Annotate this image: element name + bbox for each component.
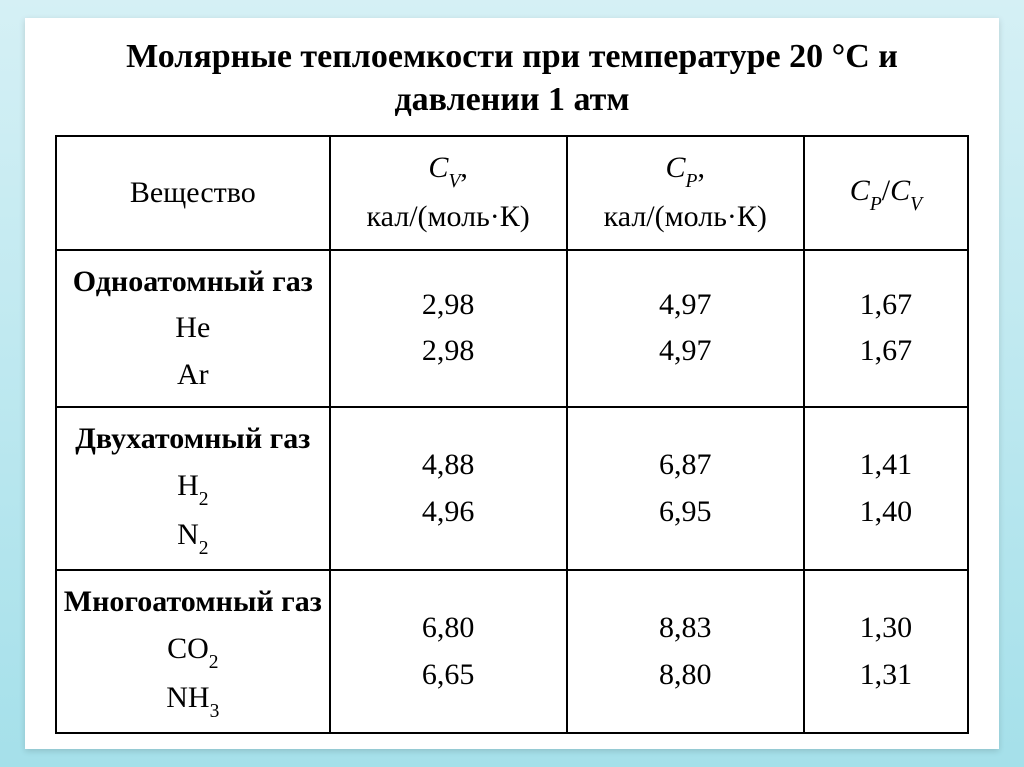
- cell-ratio: 1,41 1,40: [804, 407, 968, 570]
- heat-capacity-table: Вещество CV, кал/(моль·К) CP, кал/(моль·…: [55, 135, 969, 734]
- cell-cv: 4,88 4,96: [330, 407, 567, 570]
- table-header-row: Вещество CV, кал/(моль·К) CP, кал/(моль·…: [56, 136, 968, 250]
- cell-ratio: 1,30 1,31: [804, 570, 968, 733]
- cell-cv: 6,80 6,65: [330, 570, 567, 733]
- table-row: Многоатомный газ CO2 NH3 6,80 6,65 8,83 …: [56, 570, 968, 733]
- col-ratio: CP/CV: [804, 136, 968, 250]
- cell-ratio: 1,67 1,67: [804, 250, 968, 408]
- col-substance: Вещество: [56, 136, 330, 250]
- cell-substance: Двухатомный газ H2 N2: [56, 407, 330, 570]
- col-cp: CP, кал/(моль·К): [567, 136, 804, 250]
- cell-cp: 8,83 8,80: [567, 570, 804, 733]
- cell-cp: 6,87 6,95: [567, 407, 804, 570]
- table-row: Одноатомный газ He Ar 2,98 2,98 4,97 4,9…: [56, 250, 968, 408]
- col-cv: CV, кал/(моль·К): [330, 136, 567, 250]
- cell-cp: 4,97 4,97: [567, 250, 804, 408]
- table-row: Двухатомный газ H2 N2 4,88 4,96 6,87 6,9…: [56, 407, 968, 570]
- cell-substance: Одноатомный газ He Ar: [56, 250, 330, 408]
- content-card: Молярные теплоемкости при температуре 20…: [25, 18, 999, 749]
- page-title: Молярные теплоемкости при температуре 20…: [55, 36, 969, 121]
- cell-substance: Многоатомный газ CO2 NH3: [56, 570, 330, 733]
- cell-cv: 2,98 2,98: [330, 250, 567, 408]
